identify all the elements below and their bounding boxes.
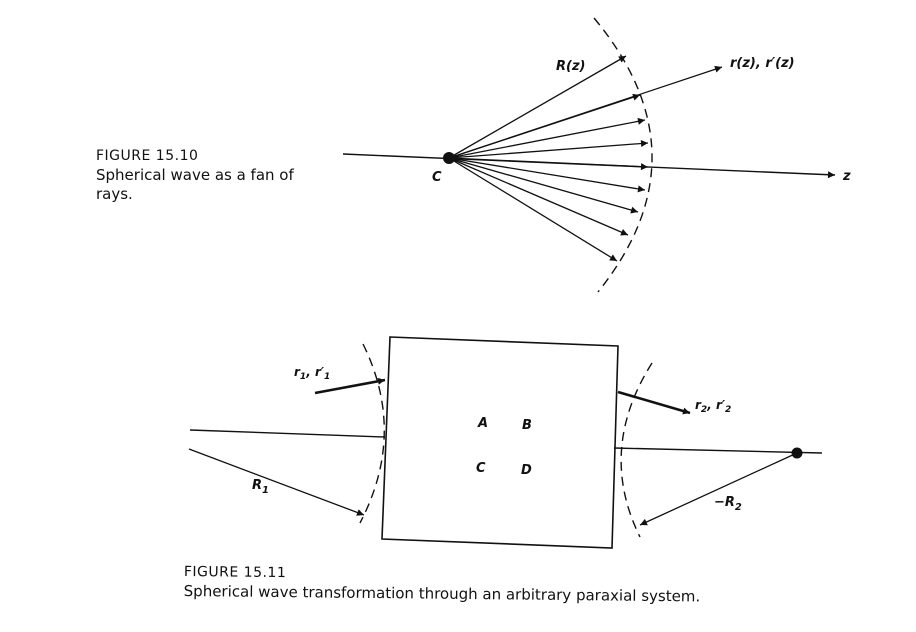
spherical-wavefront-arc xyxy=(594,18,652,292)
ray-fan xyxy=(449,56,722,261)
label-output-ray: r2, r′2 xyxy=(695,398,731,415)
center-point xyxy=(443,152,455,164)
ray-highlighted xyxy=(449,67,722,158)
label-center-c: C xyxy=(432,170,442,185)
figure-15-10-text: Spherical wave as a fan of rays. xyxy=(96,166,311,204)
input-axis-line xyxy=(190,430,385,437)
figure-15-10-number: FIGURE 15.10 xyxy=(96,147,326,166)
ray-8 xyxy=(449,158,628,235)
label-radius-rz: R(z) xyxy=(556,59,585,74)
ray-7 xyxy=(449,158,638,212)
label-ray-rz: r(z), r′(z) xyxy=(730,56,795,71)
matrix-element-a: A xyxy=(477,416,488,431)
figure-15-10-caption: FIGURE 15.10 Spherical wave as a fan of … xyxy=(96,147,326,204)
matrix-element-d: D xyxy=(521,463,532,478)
output-axis-line xyxy=(614,448,822,453)
figure-15-10: C R(z) r(z), r′(z) z xyxy=(343,18,851,292)
ray-4 xyxy=(449,143,648,158)
label-axis-z: z xyxy=(842,169,851,184)
figure-15-11-caption: FIGURE 15.11 Spherical wave transformati… xyxy=(184,563,744,607)
ray-1 xyxy=(449,56,626,158)
output-wavefront-arc xyxy=(621,363,652,537)
ray-9 xyxy=(449,158,617,261)
matrix-element-b: B xyxy=(522,418,532,433)
input-wavefront-arc xyxy=(360,344,384,523)
paraxial-system-box xyxy=(382,337,618,548)
matrix-element-c: C xyxy=(476,461,486,476)
figure-15-11: A B C D r1, r′1 R1 r2, r′2 −R2 xyxy=(189,337,822,548)
label-radius-r1: R1 xyxy=(252,478,269,496)
label-input-ray: r1, r′1 xyxy=(294,365,330,382)
output-radius-arrow xyxy=(640,453,797,525)
input-radius-arrow xyxy=(189,449,364,515)
label-radius-r2: −R2 xyxy=(714,495,742,513)
